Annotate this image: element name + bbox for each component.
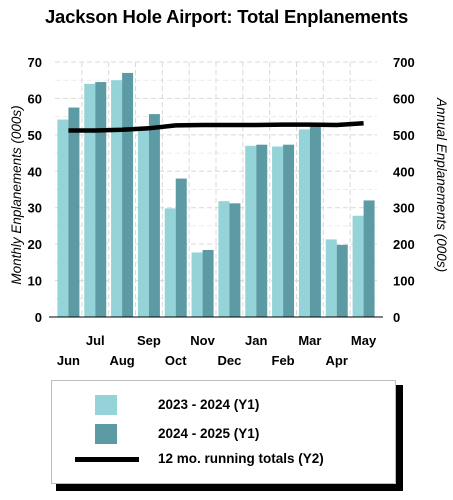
bar-2023-2024: [191, 252, 203, 317]
bar-2024-2025: [148, 114, 160, 317]
y-tick-label: 20: [28, 237, 42, 252]
series-line-running-total: [68, 120, 364, 133]
bar-2023-2024: [84, 83, 96, 317]
bar-2023-2024: [298, 129, 310, 317]
bar-2023-2024: [111, 80, 123, 317]
y2-axis-label: Annual Enplanements (000s): [434, 97, 449, 272]
bar-2023-2024: [245, 145, 257, 317]
bar-2024-2025: [256, 144, 268, 317]
legend-label: 2023 - 2024 (Y1): [158, 397, 260, 412]
bar-2024-2025: [283, 144, 295, 317]
y2-tick-label: 700: [393, 55, 415, 70]
bar-2023-2024: [352, 215, 364, 317]
x-tick-label: Sep: [137, 333, 161, 348]
y2-tick-label: 500: [393, 128, 415, 143]
bar-2024-2025: [175, 178, 187, 317]
legend-label: 2024 - 2025 (Y1): [158, 426, 260, 441]
x-tick-label: Nov: [190, 333, 215, 348]
x-tick-label: Jun: [57, 353, 80, 368]
bar-2023-2024: [164, 208, 176, 317]
bar-2024-2025: [336, 244, 348, 317]
bar-2024-2025: [229, 203, 241, 317]
legend-swatch: [95, 424, 117, 444]
x-tick-label: Aug: [109, 353, 134, 368]
bar-2024-2025: [309, 125, 321, 317]
y-tick-label: 40: [28, 164, 42, 179]
y-axis-label: Monthly Enplanements (000s): [9, 105, 24, 284]
bar-2023-2024: [272, 146, 284, 317]
bar-2023-2024: [57, 119, 69, 317]
bar-2024-2025: [95, 82, 107, 318]
y-tick-label: 60: [28, 91, 42, 106]
y2-tick-label: 200: [393, 237, 415, 252]
y-tick-label: 0: [35, 310, 42, 325]
chart-plot: 0102030405060700100200300400500600700Jun…: [9, 55, 449, 368]
y2-tick-label: 300: [393, 201, 415, 216]
legend-line: [75, 457, 139, 462]
bar-2023-2024: [325, 239, 337, 317]
y2-tick-label: 400: [393, 164, 415, 179]
y2-tick-label: 100: [393, 274, 415, 289]
x-tick-label: Mar: [298, 333, 321, 348]
x-tick-label: Feb: [272, 353, 295, 368]
legend-item-y1-2024: 2024 - 2025 (Y1): [52, 422, 395, 446]
bar-2024-2025: [122, 72, 134, 317]
bar-2023-2024: [137, 129, 149, 317]
legend-item-running-total: 12 mo. running totals (Y2): [52, 447, 395, 471]
legend-swatch: [95, 395, 117, 415]
x-tick-label: Oct: [165, 353, 187, 368]
y2-tick-label: 600: [393, 91, 415, 106]
bar-2024-2025: [363, 200, 375, 317]
bar-2024-2025: [68, 107, 80, 318]
y-tick-label: 50: [28, 128, 42, 143]
bar-2024-2025: [202, 249, 214, 317]
x-tick-label: May: [351, 333, 377, 348]
chart-title: Jackson Hole Airport: Total Enplanements: [44, 6, 409, 27]
y-tick-label: 30: [28, 201, 42, 216]
y2-tick-label: 0: [393, 310, 400, 325]
y-tick-label: 10: [28, 274, 42, 289]
legend-item-y1-2023: 2023 - 2024 (Y1): [52, 393, 395, 417]
x-tick-label: Apr: [326, 353, 348, 368]
x-tick-label: Jul: [86, 333, 105, 348]
x-tick-label: Dec: [217, 353, 241, 368]
y-tick-label: 70: [28, 55, 42, 70]
legend-label: 12 mo. running totals (Y2): [158, 451, 324, 466]
bar-2023-2024: [218, 201, 230, 317]
x-tick-label: Jan: [245, 333, 267, 348]
legend: 2023 - 2024 (Y1) 2024 - 2025 (Y1) 12 mo.…: [51, 380, 396, 484]
